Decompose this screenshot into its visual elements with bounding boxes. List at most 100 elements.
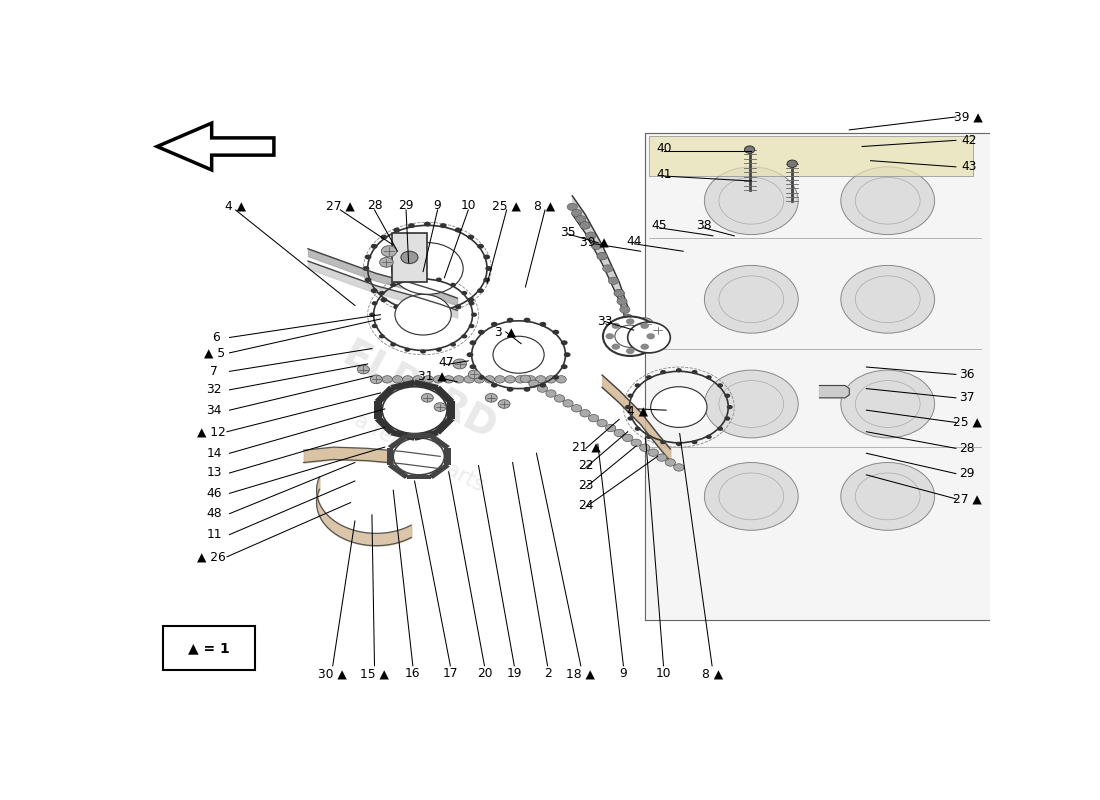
Text: 43: 43: [961, 160, 977, 174]
Circle shape: [477, 375, 485, 380]
Circle shape: [424, 222, 431, 226]
Circle shape: [405, 347, 410, 352]
Circle shape: [464, 376, 474, 383]
Circle shape: [692, 370, 697, 374]
Circle shape: [631, 439, 641, 446]
Text: 7: 7: [210, 365, 218, 378]
Text: 34: 34: [207, 404, 222, 417]
Circle shape: [603, 265, 613, 272]
Circle shape: [450, 342, 456, 346]
Circle shape: [597, 253, 607, 260]
Polygon shape: [645, 133, 990, 619]
Circle shape: [561, 364, 568, 369]
Text: 4 ▲: 4 ▲: [627, 404, 648, 418]
Polygon shape: [433, 386, 454, 403]
Polygon shape: [387, 463, 409, 479]
Circle shape: [657, 454, 667, 462]
Polygon shape: [407, 475, 431, 479]
Circle shape: [704, 266, 799, 333]
Polygon shape: [407, 434, 431, 438]
Text: 20: 20: [476, 667, 492, 680]
Circle shape: [580, 222, 591, 229]
Circle shape: [474, 376, 484, 383]
Circle shape: [379, 258, 393, 267]
Circle shape: [424, 310, 431, 315]
Text: 40: 40: [657, 142, 672, 155]
Circle shape: [395, 294, 451, 335]
Circle shape: [588, 414, 598, 422]
Text: 21 ▲: 21 ▲: [572, 441, 601, 454]
Circle shape: [692, 440, 697, 444]
Polygon shape: [433, 417, 454, 434]
Circle shape: [443, 376, 454, 383]
Circle shape: [471, 313, 477, 317]
Circle shape: [454, 376, 464, 383]
Circle shape: [520, 375, 530, 382]
Text: 31 ▲: 31 ▲: [418, 370, 447, 382]
Circle shape: [580, 222, 591, 229]
Circle shape: [491, 322, 497, 326]
Circle shape: [450, 282, 456, 287]
Circle shape: [484, 376, 495, 383]
Circle shape: [461, 334, 468, 338]
Circle shape: [704, 462, 799, 530]
Circle shape: [436, 347, 442, 352]
Circle shape: [704, 167, 799, 234]
Circle shape: [788, 160, 798, 167]
Circle shape: [840, 167, 935, 234]
Text: 24: 24: [579, 498, 594, 511]
Circle shape: [546, 390, 557, 398]
Circle shape: [640, 322, 649, 329]
Circle shape: [524, 387, 530, 392]
Circle shape: [491, 382, 497, 387]
Text: 8 ▲: 8 ▲: [702, 667, 723, 680]
Circle shape: [636, 318, 653, 330]
Circle shape: [627, 394, 634, 398]
Text: ▲ = 1: ▲ = 1: [188, 641, 230, 655]
Circle shape: [628, 322, 670, 353]
Circle shape: [614, 430, 625, 437]
Text: 18 ▲: 18 ▲: [566, 667, 595, 680]
Circle shape: [571, 405, 582, 412]
Polygon shape: [387, 434, 409, 450]
Circle shape: [515, 376, 526, 383]
Circle shape: [612, 322, 620, 329]
Circle shape: [614, 290, 625, 297]
Text: 15 ▲: 15 ▲: [360, 667, 389, 680]
Circle shape: [717, 426, 723, 431]
Circle shape: [539, 382, 547, 387]
Text: 28: 28: [959, 442, 975, 455]
Polygon shape: [374, 402, 382, 419]
Circle shape: [372, 301, 377, 306]
Circle shape: [666, 459, 675, 466]
Circle shape: [635, 426, 640, 431]
Circle shape: [552, 375, 559, 380]
Circle shape: [485, 394, 497, 402]
Polygon shape: [820, 386, 849, 398]
Circle shape: [626, 318, 635, 325]
Text: ELPARD: ELPARD: [336, 335, 503, 448]
Circle shape: [724, 394, 730, 398]
Text: 14: 14: [207, 446, 222, 460]
Circle shape: [536, 376, 546, 383]
Circle shape: [627, 416, 634, 421]
Text: 3 ▲: 3 ▲: [495, 326, 516, 338]
FancyBboxPatch shape: [163, 626, 255, 670]
Circle shape: [704, 370, 799, 438]
Circle shape: [675, 368, 682, 373]
Text: 28: 28: [366, 199, 383, 212]
Circle shape: [597, 419, 607, 426]
Circle shape: [372, 324, 377, 328]
Circle shape: [405, 278, 410, 282]
Circle shape: [612, 344, 620, 350]
Circle shape: [365, 254, 372, 259]
Circle shape: [363, 266, 370, 271]
Text: 47: 47: [439, 356, 454, 370]
Circle shape: [421, 394, 433, 402]
Circle shape: [675, 442, 682, 446]
Circle shape: [619, 306, 630, 314]
Circle shape: [745, 146, 755, 154]
Circle shape: [623, 434, 632, 442]
Polygon shape: [157, 123, 274, 170]
Circle shape: [392, 242, 463, 294]
